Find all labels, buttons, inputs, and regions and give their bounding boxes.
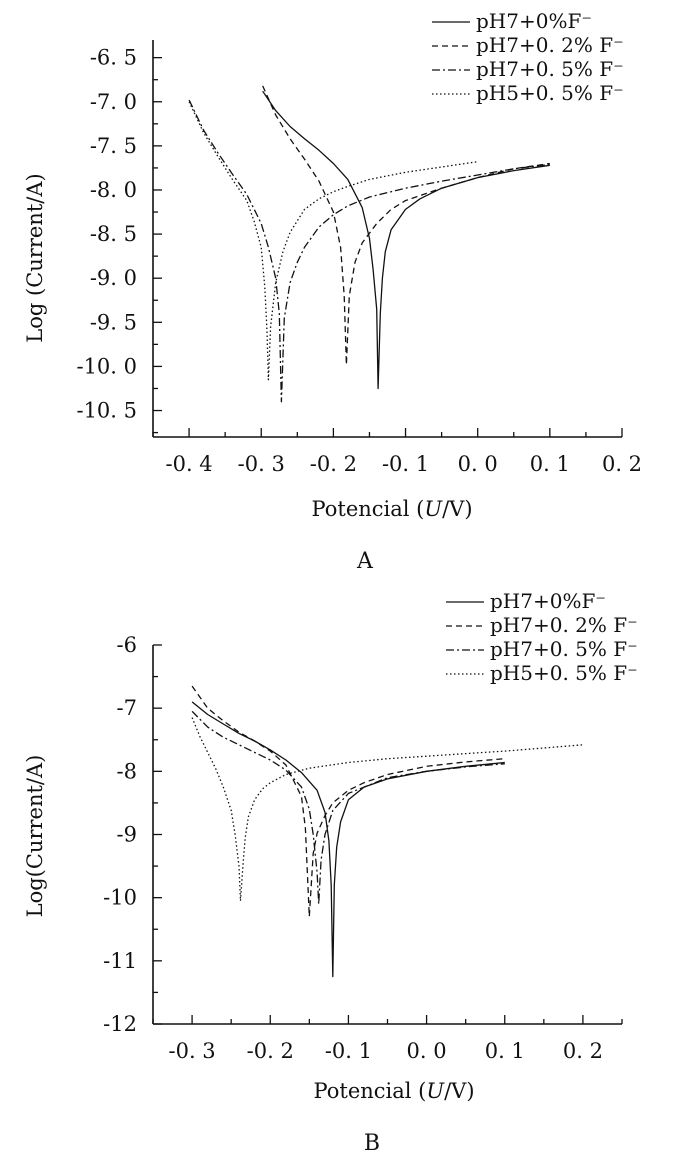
plot-a-curves bbox=[188, 85, 550, 403]
legend-label-1: pH7+0%F⁻ bbox=[476, 9, 592, 33]
legend-label-3: pH7+0. 5% F⁻ bbox=[476, 57, 624, 81]
plot-b-legend: pH7+0%F⁻pH7+0. 2% F⁻pH7+0. 5% F⁻pH5+0. 5… bbox=[446, 590, 638, 685]
plot-b-axes: -0. 3 -0. 2 -0. 1 0. 0 0. 1 0. 2 -6 -7 -8 -9 -10 -1… bbox=[103, 633, 623, 1063]
chart-b: -0. 3 -0. 2 -0. 1 0. 0 0. 1 0. 2 -6 -7 -8 -9 -10 -1… bbox=[23, 590, 638, 1156]
y-axis-label-a: Log (Current/A) bbox=[23, 173, 47, 342]
x-tick-label: -0. 2 bbox=[247, 1039, 294, 1063]
y-tick-label: -7. 0 bbox=[90, 90, 137, 114]
y-tick-label: -7. 5 bbox=[90, 134, 137, 158]
y-tick-label: -6. 5 bbox=[90, 46, 137, 70]
y-tick-label: -6 bbox=[117, 633, 137, 657]
x-axis-label-a: Potencial (U/V) bbox=[311, 497, 472, 521]
y-tick-label: -9 bbox=[117, 823, 137, 847]
plot-a-axes: -0. 4 -0. 3 -0. 2 -0. 1 0. 0 0. 1 0. 2 -6. 5 -7.… bbox=[76, 40, 642, 476]
legend-label-1: pH7+0%F⁻ bbox=[490, 590, 606, 613]
y-tick-label: -9. 0 bbox=[90, 266, 137, 290]
x-axis-label-b: Potencial (U/V) bbox=[313, 1079, 474, 1103]
x-tick-label: -0. 1 bbox=[382, 452, 429, 476]
chart-a: -0. 4 -0. 3 -0. 2 -0. 1 0. 0 0. 1 0. 2 -6. 5 -7.… bbox=[23, 9, 642, 574]
x-tick-label: 0. 0 bbox=[407, 1039, 447, 1063]
x-tick-label: -0. 3 bbox=[238, 452, 285, 476]
plot-a-legend: pH7+0%F⁻pH7+0. 2% F⁻pH7+0. 5% F⁻pH5+0. 5… bbox=[432, 9, 624, 105]
y-tick-label: -10. 5 bbox=[76, 399, 137, 423]
x-tick-label: -0. 4 bbox=[165, 452, 212, 476]
series-line-2 bbox=[262, 85, 550, 366]
y-tick-label: -12 bbox=[103, 1012, 137, 1036]
legend-label-3: pH7+0. 5% F⁻ bbox=[490, 637, 638, 661]
series-line-3 bbox=[188, 99, 550, 403]
x-tick-label: -0. 1 bbox=[325, 1039, 372, 1063]
legend-label-4: pH5+0. 5% F⁻ bbox=[490, 661, 638, 685]
y-axis-label-b: Log(Current/A) bbox=[23, 755, 47, 918]
panel-label-a: A bbox=[356, 549, 374, 574]
plot-b-curves bbox=[191, 685, 583, 978]
series-line-4 bbox=[188, 101, 478, 381]
y-tick-label: -8 bbox=[117, 759, 137, 783]
series-line-1 bbox=[262, 90, 550, 390]
y-tick-label: -8. 5 bbox=[90, 222, 137, 246]
series-line-4 bbox=[191, 717, 583, 902]
y-tick-label: -7 bbox=[117, 696, 137, 720]
legend-label-2: pH7+0. 2% F⁻ bbox=[490, 613, 638, 637]
legend-label-4: pH5+0. 5% F⁻ bbox=[476, 81, 624, 105]
x-tick-label: 0. 2 bbox=[563, 1039, 603, 1063]
y-tick-label: -9. 5 bbox=[90, 310, 137, 334]
panel-label-b: B bbox=[364, 1131, 380, 1156]
x-tick-label: 0. 0 bbox=[458, 452, 498, 476]
x-tick-label: 0. 1 bbox=[530, 452, 570, 476]
x-tick-label: -0. 3 bbox=[168, 1039, 215, 1063]
y-tick-label: -11 bbox=[103, 949, 137, 973]
series-line-1 bbox=[191, 701, 505, 978]
series-line-3 bbox=[191, 710, 505, 905]
legend-label-2: pH7+0. 2% F⁻ bbox=[476, 33, 624, 57]
x-tick-label: 0. 2 bbox=[602, 452, 642, 476]
series-line-2 bbox=[191, 685, 505, 918]
x-tick-label: -0. 2 bbox=[310, 452, 357, 476]
y-tick-label: -10 bbox=[103, 886, 137, 910]
y-tick-label: -8. 0 bbox=[90, 178, 137, 202]
x-tick-label: 0. 1 bbox=[485, 1039, 525, 1063]
y-tick-label: -10. 0 bbox=[76, 354, 137, 378]
